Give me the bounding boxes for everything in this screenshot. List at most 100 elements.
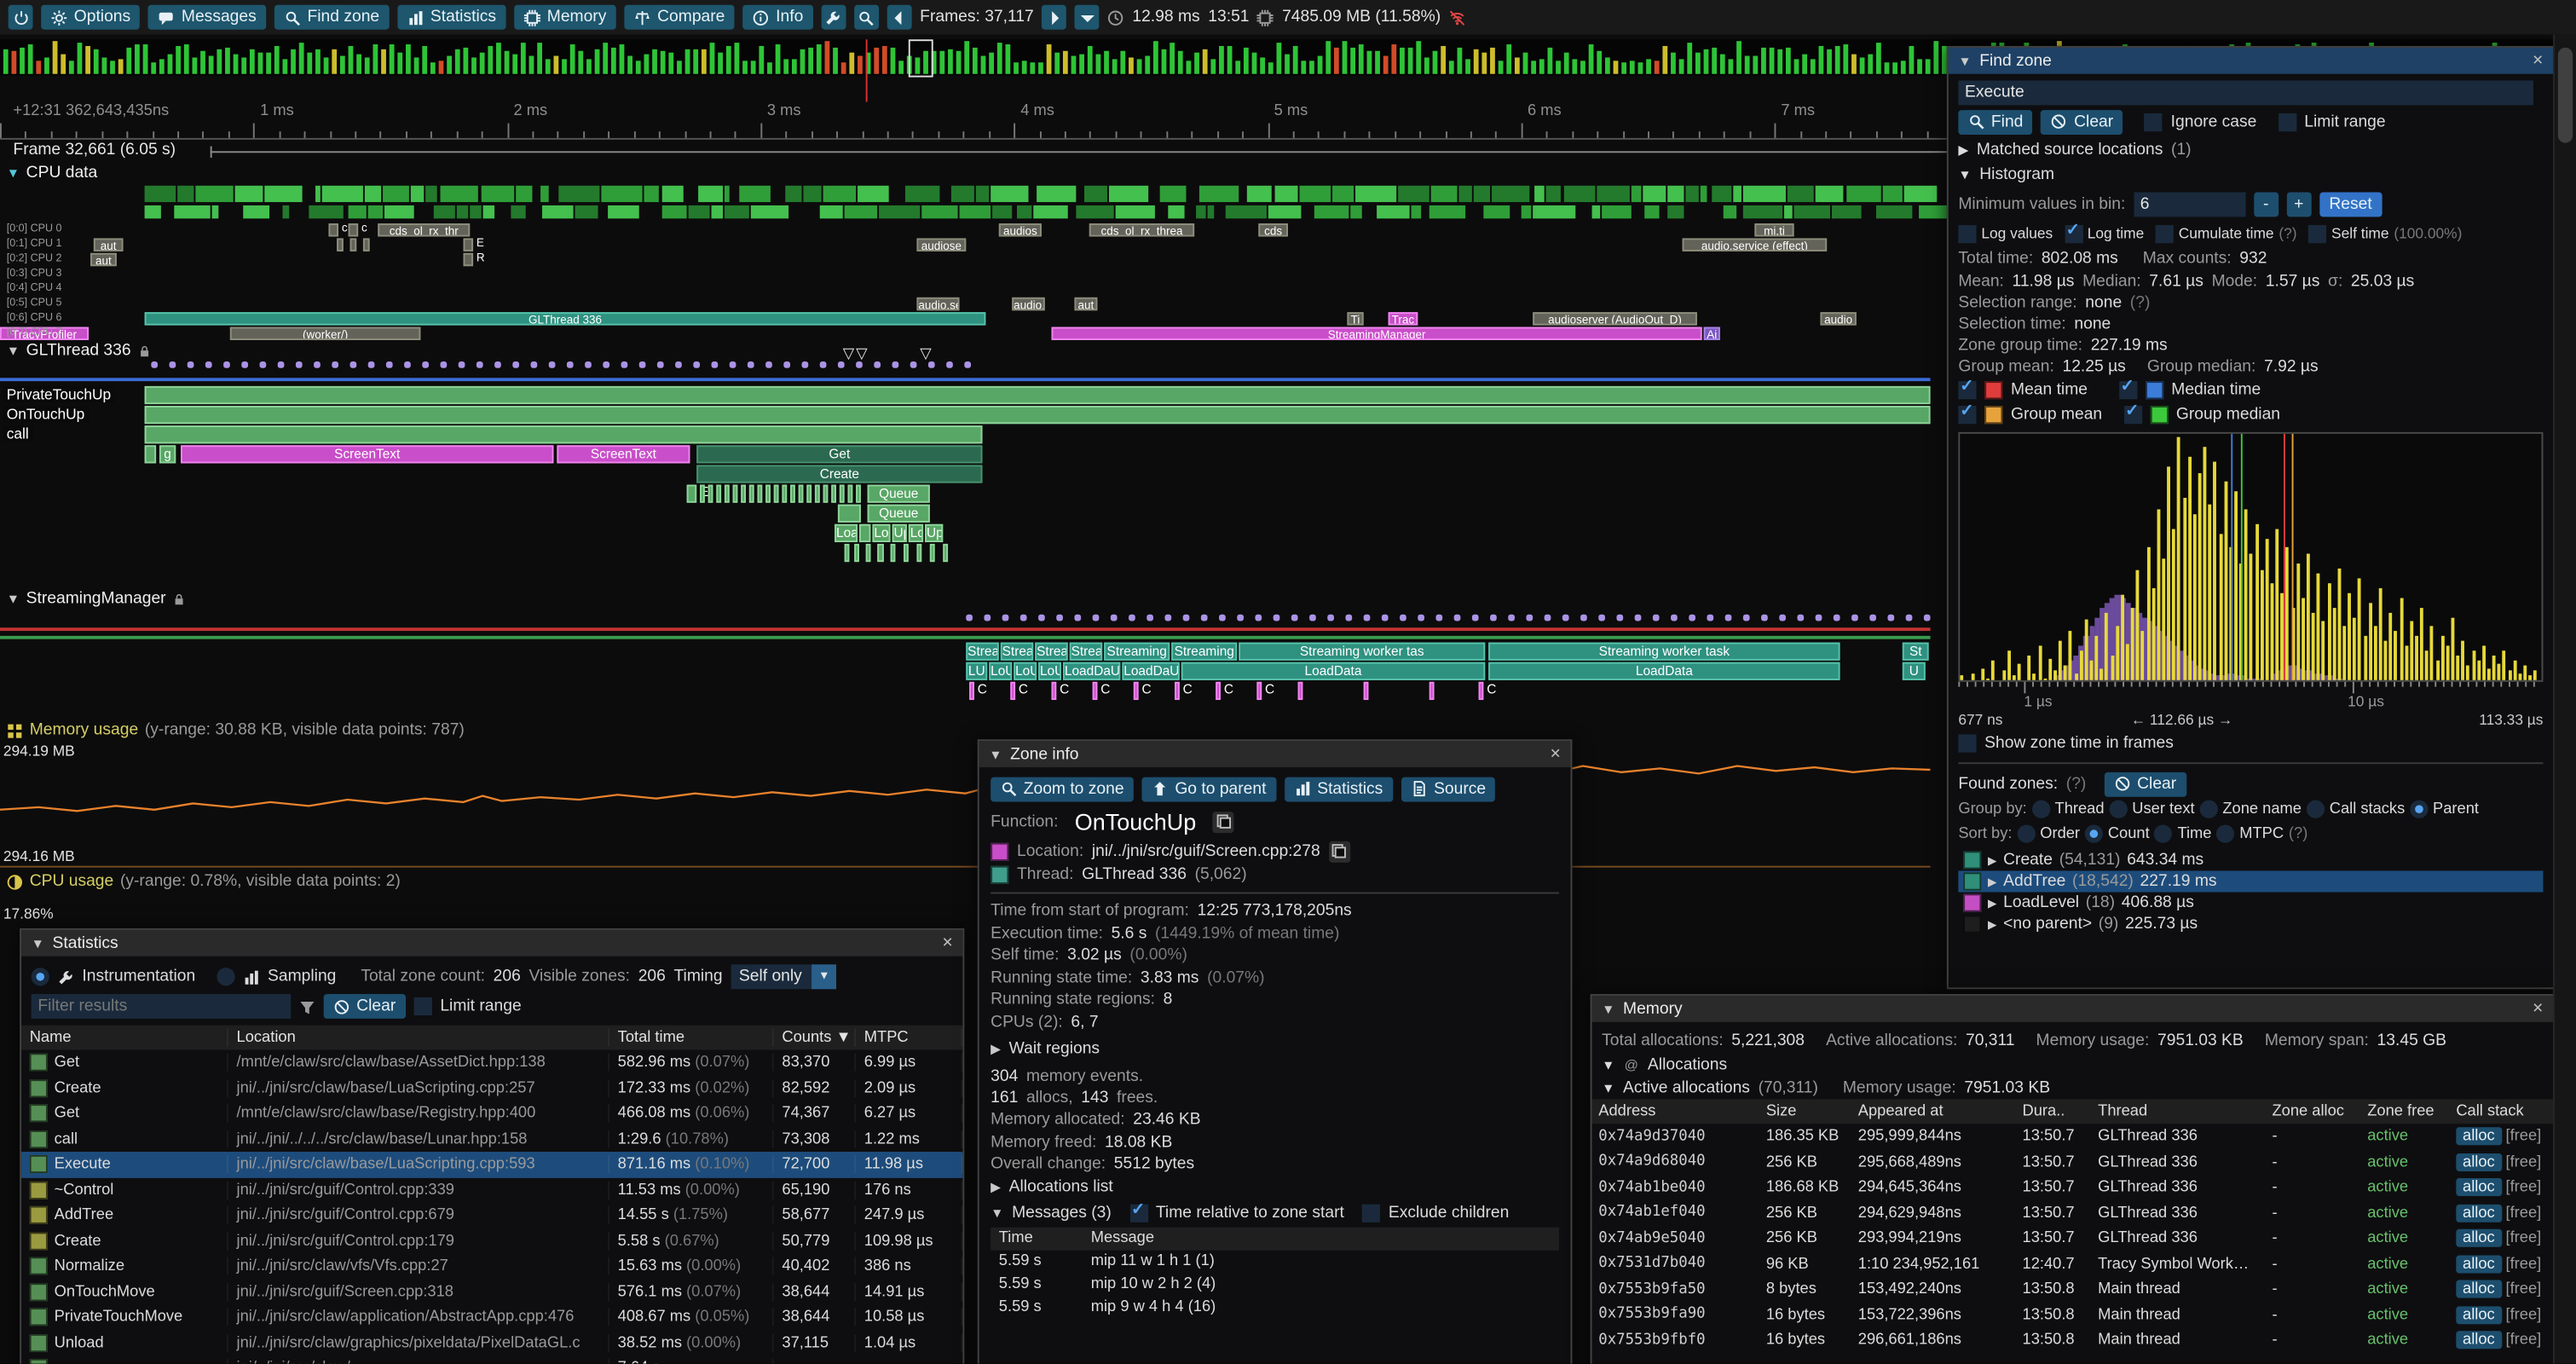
frame-bar[interactable]: [1400, 48, 1405, 74]
statistics-row[interactable]: Create jni/../jni/src/claw/base/LuaScript…: [21, 1075, 963, 1101]
message-dot[interactable]: [819, 361, 827, 368]
min-bin-input[interactable]: 6: [2134, 191, 2246, 217]
clear-found-button[interactable]: Clear: [2104, 771, 2186, 796]
message-dot[interactable]: [530, 361, 538, 368]
frame-bar[interactable]: [1112, 60, 1118, 74]
frame-bar[interactable]: [20, 48, 25, 74]
frame-bar[interactable]: [684, 48, 690, 74]
zone[interactable]: Streaming: [1104, 642, 1170, 661]
message-dot[interactable]: [1110, 614, 1118, 621]
message-dot[interactable]: [910, 361, 917, 368]
zone[interactable]: [1216, 681, 1221, 701]
ignore-case-checkbox[interactable]: [2144, 113, 2163, 131]
message-dot[interactable]: [1400, 614, 1406, 621]
zone[interactable]: Queue: [867, 484, 930, 503]
frame-bar[interactable]: [1276, 42, 1282, 74]
frame-bar[interactable]: [1448, 61, 1454, 74]
message-dot[interactable]: [693, 361, 701, 368]
frame-bar[interactable]: [939, 51, 945, 74]
message-dot[interactable]: [1182, 614, 1190, 621]
zone[interactable]: mi.ti: [1754, 223, 1794, 237]
message-dot[interactable]: [1616, 614, 1624, 621]
frame-bar[interactable]: [68, 61, 74, 74]
frame-bar[interactable]: [176, 45, 182, 74]
frame-bar[interactable]: [881, 45, 887, 74]
message-dot[interactable]: [1291, 614, 1298, 621]
frame-bar[interactable]: [537, 43, 543, 74]
zone[interactable]: LoU: [989, 662, 1013, 680]
message-dot[interactable]: [874, 361, 881, 368]
frame-bar[interactable]: [1235, 61, 1241, 74]
frame-bar[interactable]: [11, 50, 17, 74]
message-dot[interactable]: [1707, 614, 1714, 621]
mean-time-checkbox[interactable]: [1958, 378, 1977, 400]
frame-bar[interactable]: [1038, 61, 1043, 74]
message-dot[interactable]: [927, 361, 935, 368]
message-dot[interactable]: [1038, 614, 1045, 621]
zone[interactable]: audioserver (AudioOut_D): [1533, 312, 1697, 326]
frame-bar[interactable]: [1227, 45, 1233, 74]
frame-bar[interactable]: [488, 45, 494, 74]
zone[interactable]: [337, 238, 344, 251]
frame-bar[interactable]: [1671, 53, 1676, 74]
statistics-row[interactable]: Get/mnt/e/claw/src/claw/base/AssetDict.h…: [21, 1050, 963, 1076]
frame-bar[interactable]: [1514, 58, 1520, 74]
frame-bar[interactable]: [610, 48, 616, 74]
zone[interactable]: LoU: [1038, 662, 1062, 680]
frame-bar[interactable]: [1407, 48, 1413, 74]
expand-arrow-icon[interactable]: ▶: [1988, 898, 1997, 910]
message-dot[interactable]: [169, 361, 176, 368]
tools-button[interactable]: [821, 4, 846, 30]
frame-bar[interactable]: [1268, 61, 1274, 74]
frame-bar[interactable]: [1136, 59, 1142, 74]
limit-range-checkbox[interactable]: [413, 997, 432, 1016]
frame-bar[interactable]: [1834, 45, 1840, 74]
zone[interactable]: [929, 543, 935, 563]
statistics-row[interactable]: ~Control jni/../jni/src/guif/Control.cpp:…: [21, 1177, 963, 1203]
group-by-call-stacks[interactable]: [2306, 800, 2325, 818]
frame-bar[interactable]: [307, 52, 313, 74]
help-badge[interactable]: (?): [2288, 824, 2308, 843]
frame-bar[interactable]: [1687, 43, 1693, 74]
message-dot[interactable]: [241, 361, 249, 368]
statistics-row[interactable]: OnTouchMove jni/../jni/src/guif/Screen.cp…: [21, 1279, 963, 1304]
alloc-callstack-button[interactable]: alloc: [2456, 1305, 2502, 1324]
message-dot[interactable]: [1309, 614, 1316, 621]
frame-bar[interactable]: [718, 53, 724, 74]
message-dot[interactable]: [1490, 614, 1497, 621]
frame-bar[interactable]: [1358, 44, 1364, 74]
frame-bar[interactable]: [27, 43, 33, 74]
message-dot[interactable]: [1851, 614, 1858, 621]
message-dot[interactable]: [314, 361, 321, 368]
frame-bar[interactable]: [36, 61, 42, 74]
frame-bar[interactable]: [364, 56, 370, 74]
frame-bar[interactable]: [1925, 59, 1931, 74]
cpu-activity-strip[interactable]: [0, 185, 2576, 222]
message-dot[interactable]: [1200, 614, 1208, 621]
message-dot[interactable]: [946, 361, 953, 368]
zone[interactable]: [854, 543, 859, 563]
frame-bar[interactable]: [520, 43, 526, 74]
frame-bar[interactable]: [463, 47, 469, 74]
frame-bar[interactable]: [603, 43, 609, 74]
frame-bar[interactable]: [1736, 41, 1741, 74]
close-icon[interactable]: ×: [942, 933, 953, 953]
zone[interactable]: Queue: [867, 504, 930, 523]
frame-bar[interactable]: [1030, 61, 1036, 74]
zone[interactable]: [969, 681, 974, 701]
message-dot[interactable]: [512, 361, 520, 368]
message-dot[interactable]: [1724, 614, 1732, 621]
message-dot[interactable]: [1779, 614, 1786, 621]
frame-bar[interactable]: [1572, 59, 1578, 74]
frame-bar[interactable]: [956, 50, 962, 74]
frame-bar[interactable]: [1761, 47, 1766, 74]
message-dot[interactable]: [837, 361, 845, 368]
zone[interactable]: Strea: [966, 642, 999, 661]
copy-button[interactable]: [1328, 840, 1350, 862]
frame-bar[interactable]: [874, 47, 880, 74]
frame-bar[interactable]: [725, 46, 731, 74]
frame-bar[interactable]: [627, 55, 633, 74]
frame-bar[interactable]: [1095, 55, 1101, 74]
found-zone-group[interactable]: ▶ AddTree (18,542) 227.19 ms: [1958, 870, 2544, 893]
message-dot[interactable]: [966, 614, 973, 621]
